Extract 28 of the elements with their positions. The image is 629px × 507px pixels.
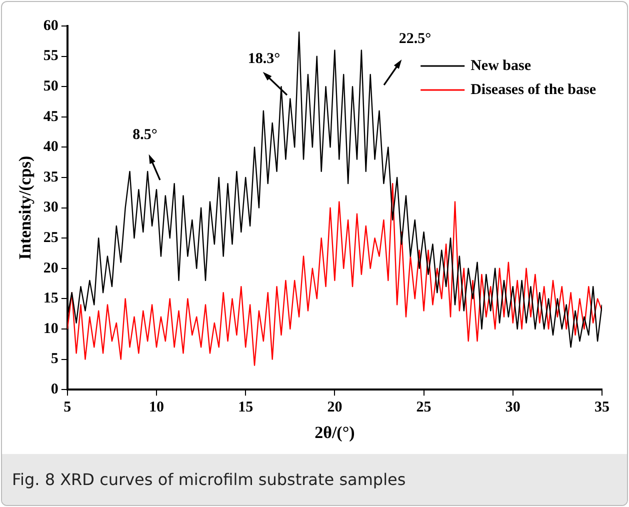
legend-label: New base: [470, 58, 532, 74]
x-tick-label: 25: [416, 399, 432, 416]
y-tick-label: 45: [43, 108, 58, 125]
y-tick-label: 40: [43, 139, 58, 156]
x-tick-label: 5: [64, 399, 72, 416]
y-tick-label: 15: [43, 290, 58, 307]
y-axis-title: Intensity/(cps): [16, 156, 35, 260]
x-axis-title: 2θ/(°): [314, 423, 355, 442]
caption: Fig. 8 XRD curves of microfilm substrate samples: [2, 454, 627, 505]
y-tick-label: 35: [43, 169, 58, 186]
y-tick-label: 20: [43, 260, 58, 276]
legend-label: Diseases of the base: [470, 82, 596, 98]
x-tick-label: 30: [505, 399, 520, 416]
y-tick-label: 25: [43, 230, 58, 246]
x-tick-label: 20: [327, 399, 342, 416]
y-tick-label: 30: [43, 200, 58, 216]
annotation: 22.5°: [398, 30, 432, 47]
x-tick-label: 15: [238, 399, 254, 416]
y-tick-label: 10: [43, 320, 58, 337]
x-tick-label: 10: [149, 399, 164, 416]
annotation: 18.3°: [248, 50, 280, 67]
y-tick-label: 50: [43, 78, 58, 94]
annotation: 8.5°: [132, 126, 158, 143]
y-tick-label: 0: [50, 381, 58, 398]
y-tick-label: 60: [43, 18, 58, 34]
x-tick-label: 35: [594, 399, 610, 416]
y-tick-label: 55: [43, 48, 58, 64]
y-tick-label: 5: [50, 351, 58, 368]
